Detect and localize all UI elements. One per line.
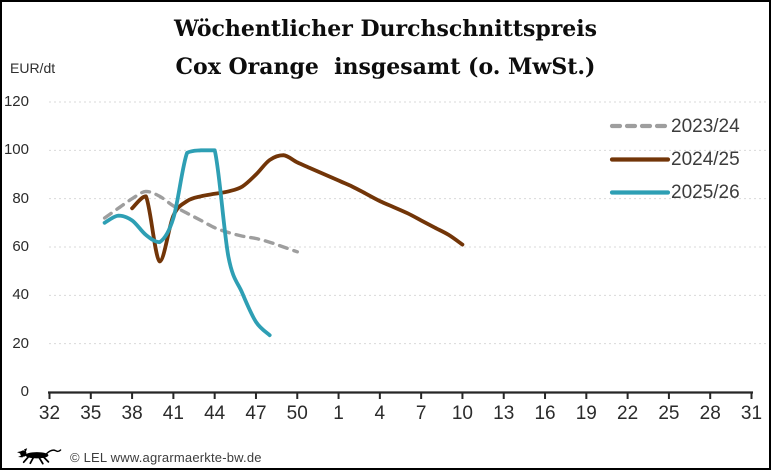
bw-lion-logo-icon <box>17 448 62 465</box>
legend-label-2024-25: 2024/25 <box>671 149 740 170</box>
chart-title-line1: Wöchentlicher Durchschnittspreis <box>173 16 598 42</box>
legend-label-2023-24: 2023/24 <box>671 116 740 137</box>
legend-label-2025-26: 2025/26 <box>671 182 740 203</box>
y-axis-unit-label: EUR/dt <box>10 60 56 76</box>
footer-credit: © LEL www.agrarmaerkte-bw.de <box>70 449 262 465</box>
series-line-2023-24 <box>102 189 299 254</box>
footer: © LEL www.agrarmaerkte-bw.de <box>16 446 262 468</box>
series-line-2025-26 <box>102 148 272 338</box>
chart-title-line2: Cox Orange insgesamt (o. MwSt.) <box>175 54 596 80</box>
series-line-2024-25 <box>130 153 465 264</box>
